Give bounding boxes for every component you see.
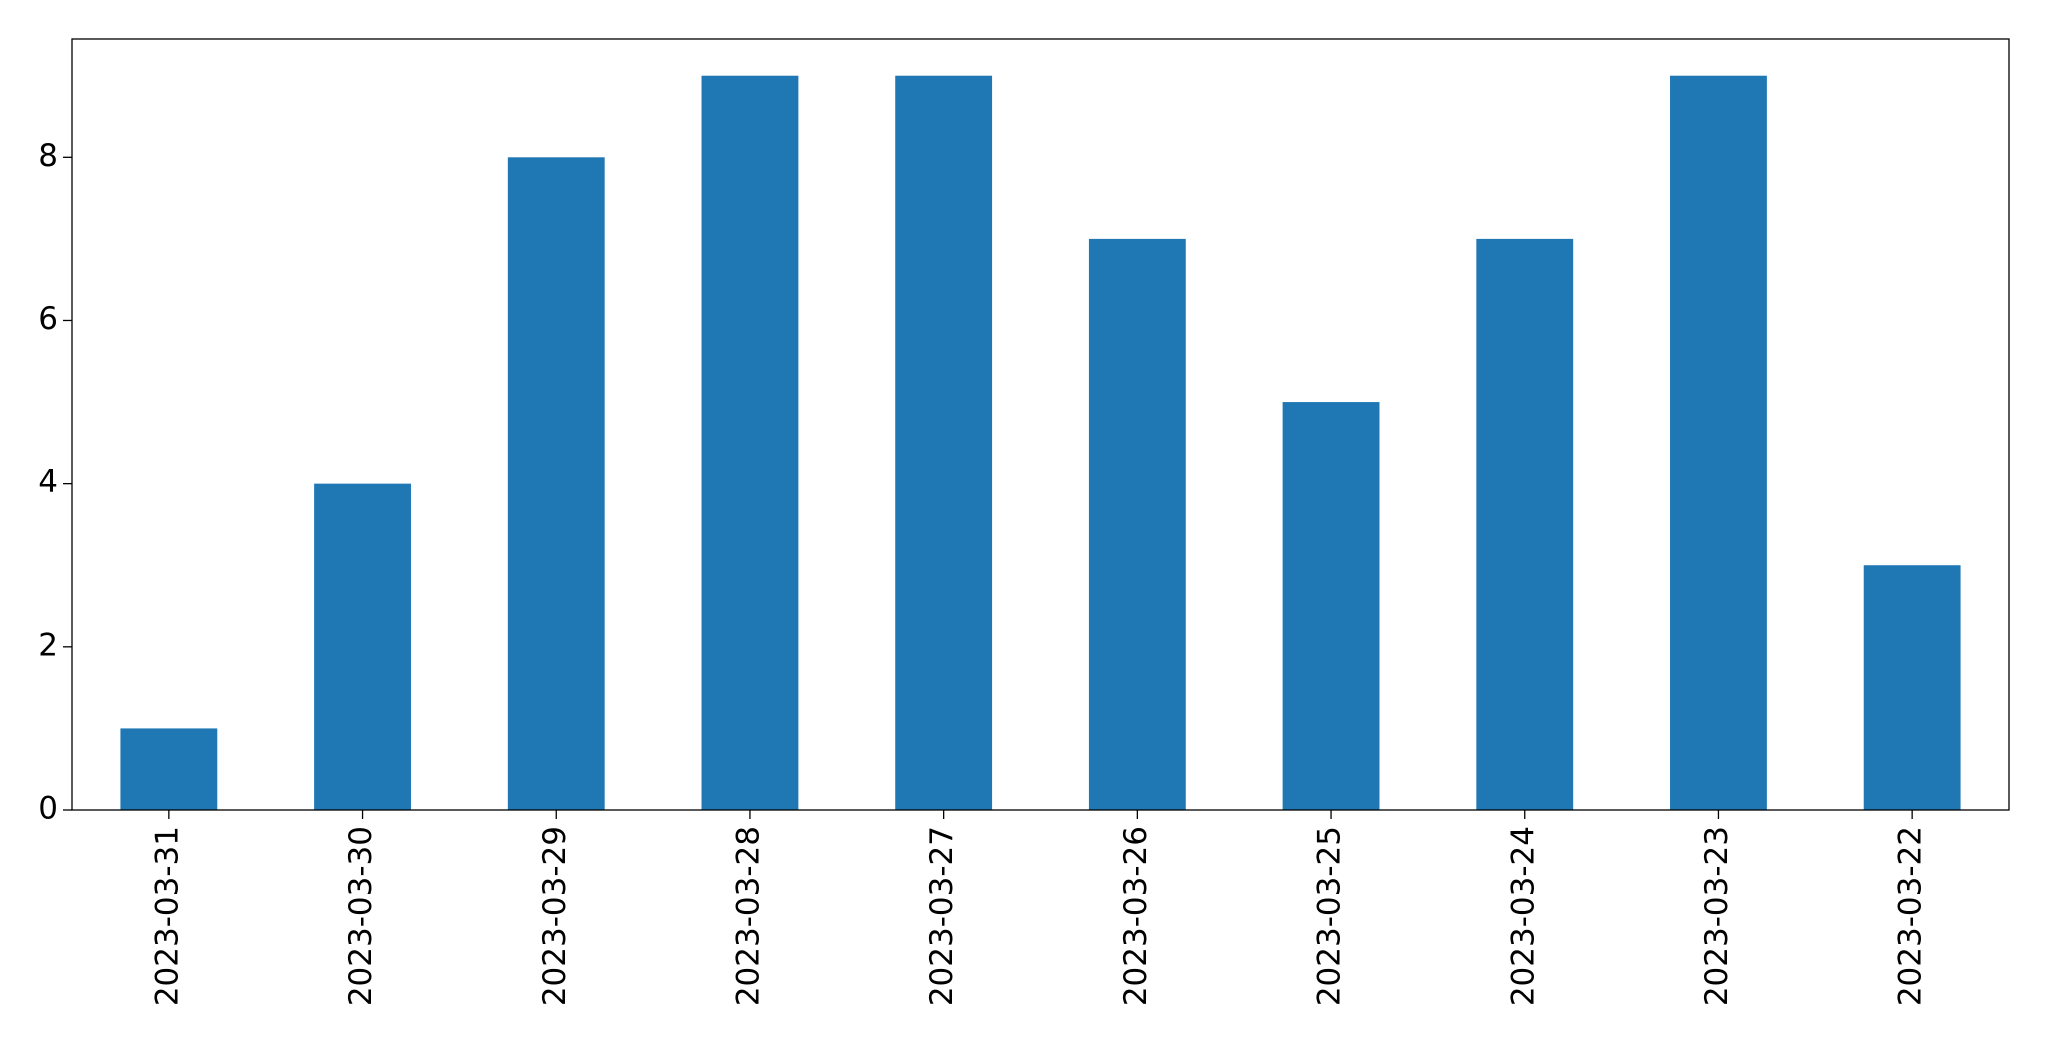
- bar: [507, 157, 605, 811]
- y-tick-label: 0: [38, 791, 58, 827]
- bar: [1476, 238, 1574, 810]
- y-tick-label: 2: [38, 627, 58, 663]
- bar: [314, 483, 411, 810]
- bar: [1282, 402, 1380, 810]
- x-tick-label: 2023-03-29: [537, 826, 573, 1006]
- y-tick-label: 4: [38, 464, 58, 500]
- bar: [701, 75, 799, 810]
- x-tick-label: 2023-03-28: [730, 826, 766, 1006]
- bar: [120, 728, 218, 810]
- bar: [1088, 238, 1186, 810]
- y-tick-label: 8: [38, 138, 58, 174]
- bar: [1863, 565, 1961, 810]
- x-tick-label: 2023-03-23: [1699, 826, 1735, 1006]
- x-tick-label: 2023-03-27: [924, 826, 960, 1006]
- x-tick-label: 2023-03-25: [1312, 826, 1348, 1006]
- x-tick-label: 2023-03-26: [1118, 826, 1154, 1006]
- x-tick-label: 2023-03-30: [343, 826, 379, 1006]
- y-tick-label: 6: [38, 301, 58, 337]
- x-tick-label: 2023-03-22: [1893, 826, 1929, 1006]
- bar: [895, 75, 993, 810]
- x-tick-label: 2023-03-24: [1505, 826, 1541, 1006]
- x-tick-label: 2023-03-31: [149, 826, 185, 1006]
- bar: [1670, 75, 1767, 810]
- plot-frame: [71, 38, 2010, 811]
